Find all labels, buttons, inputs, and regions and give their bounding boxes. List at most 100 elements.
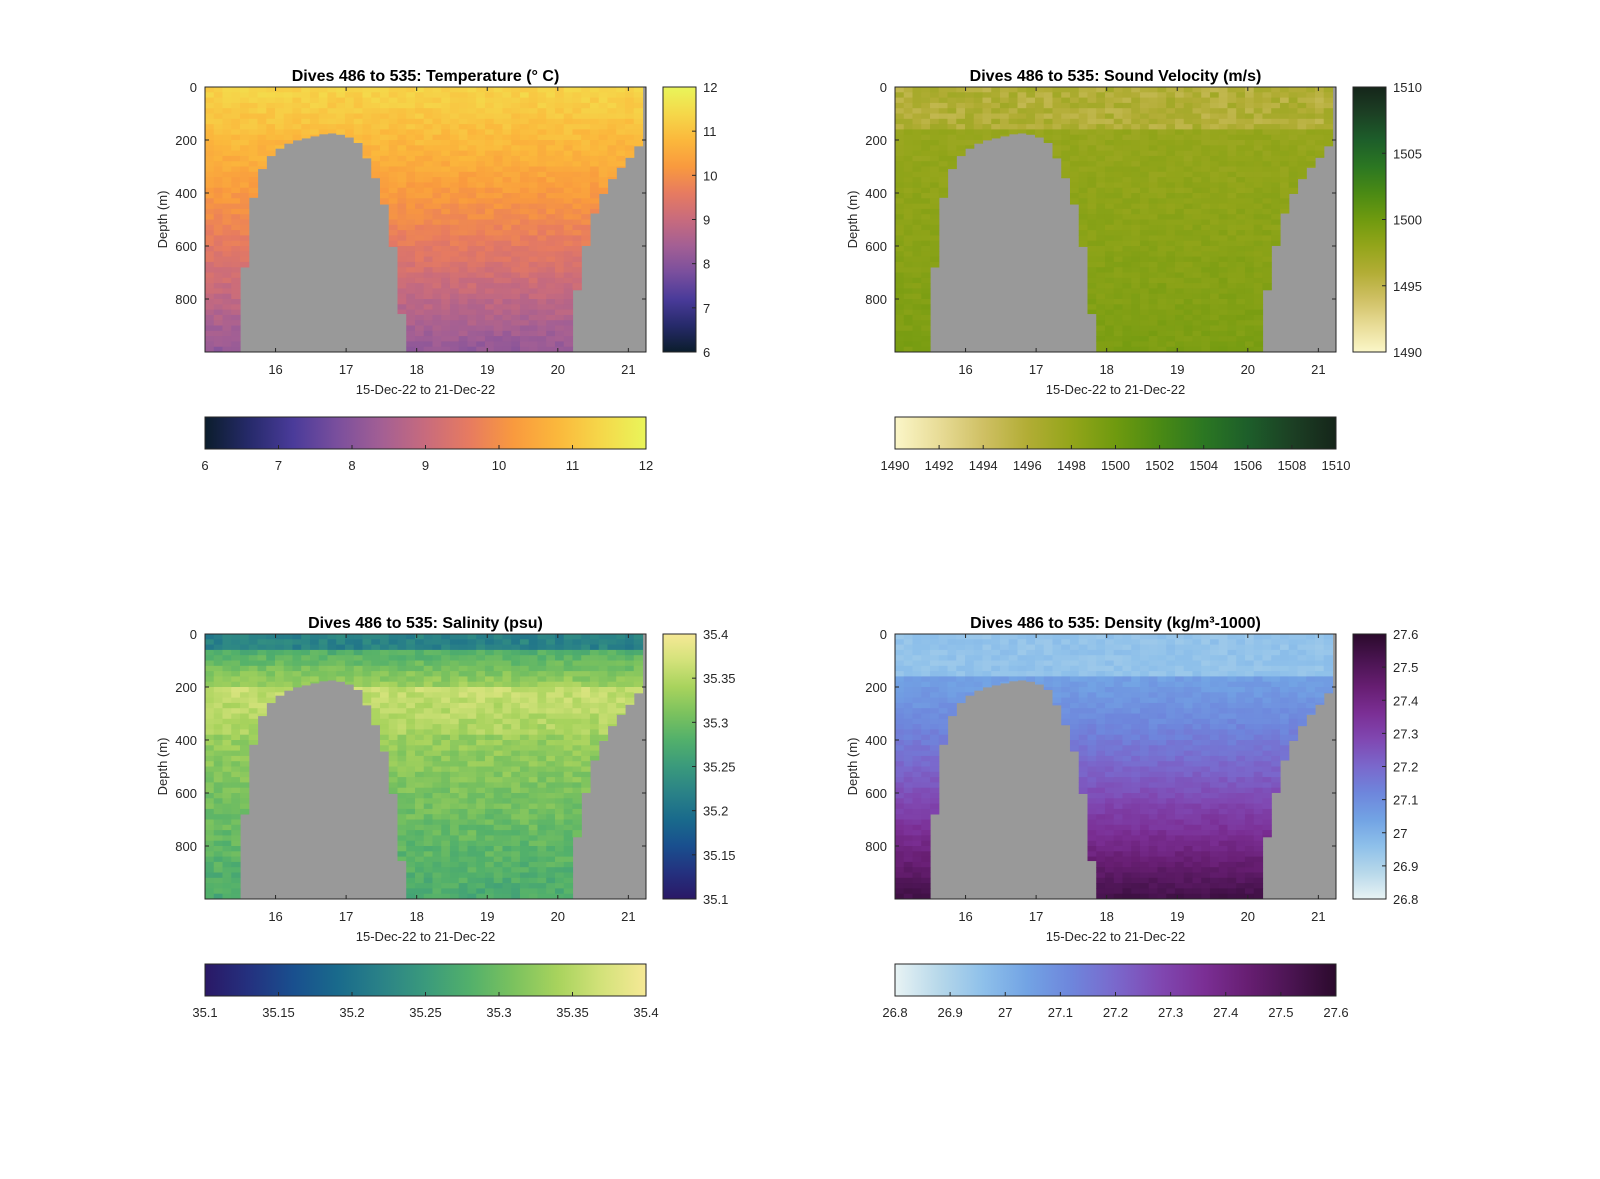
heatmap-cell <box>581 708 591 714</box>
heatmap-cell <box>633 145 644 147</box>
heatmap-cell <box>248 118 259 125</box>
heatmap-cell <box>458 824 469 831</box>
heatmap-cell <box>414 708 425 714</box>
heatmap-cell <box>467 755 477 762</box>
heatmap-cell <box>1227 214 1237 220</box>
heatmap-cell <box>598 639 609 645</box>
heatmap-cell <box>493 883 504 889</box>
heatmap-cell <box>1131 134 1141 141</box>
heatmap-cell <box>554 750 565 757</box>
heatmap-cell <box>912 267 922 273</box>
heatmap-cell <box>1096 224 1106 231</box>
heatmap-cell <box>1122 219 1132 226</box>
heatmap-cell <box>1078 182 1089 189</box>
heatmap-cell <box>1236 320 1246 326</box>
heatmap-cell <box>563 888 574 895</box>
heatmap-cell <box>476 867 486 873</box>
heatmap-cell <box>371 660 381 667</box>
heatmap-cell <box>449 872 460 879</box>
heatmap-cell <box>1043 113 1054 120</box>
heatmap-cell <box>563 246 574 252</box>
heatmap-cell <box>458 219 469 226</box>
heatmap-cell <box>1218 336 1229 342</box>
heatmap-cell <box>1201 314 1211 321</box>
heatmap-cell <box>484 687 495 693</box>
heatmap-cell <box>991 92 1001 98</box>
heatmap-cell <box>449 782 460 789</box>
heatmap-cell <box>406 161 416 167</box>
heatmap-cell <box>537 734 547 741</box>
heatmap-cell <box>1008 129 1019 135</box>
heatmap-cell <box>1218 219 1229 226</box>
heatmap-cell <box>563 814 574 820</box>
heatmap-cell <box>222 761 232 767</box>
heatmap-cell <box>397 718 407 725</box>
heatmap-cell <box>205 92 215 98</box>
heatmap-cell <box>493 320 504 326</box>
heatmap-cell <box>231 676 241 683</box>
heatmap-cell <box>327 655 337 661</box>
heatmap-cell <box>493 888 504 895</box>
heatmap-cell <box>511 251 521 257</box>
heatmap-cell <box>248 639 259 645</box>
heatmap-cell <box>563 867 574 873</box>
heatmap-cell <box>519 687 530 693</box>
heatmap-cell <box>371 713 381 720</box>
heatmap-cell <box>912 124 922 130</box>
heatmap-cell <box>1236 336 1246 342</box>
heatmap-cell <box>1139 92 1150 98</box>
heatmap-cell <box>1148 336 1159 342</box>
heatmap-cell <box>502 230 512 236</box>
heatmap-cell <box>484 877 495 884</box>
heatmap-cell <box>563 734 574 741</box>
heatmap-cell <box>546 766 556 773</box>
heatmap-cell <box>1148 251 1159 257</box>
heatmap-cell <box>912 314 922 321</box>
heatmap-cell <box>205 840 215 847</box>
heatmap-cell <box>458 745 469 751</box>
heatmap-cell <box>371 177 381 179</box>
heatmap-cell <box>388 644 399 651</box>
heatmap-cell <box>1148 219 1159 226</box>
heatmap-cell <box>1139 346 1150 353</box>
heatmap-cell <box>1183 256 1194 263</box>
heatmap-cell <box>441 336 451 342</box>
heatmap-cell <box>493 267 504 273</box>
heatmap-cell <box>476 346 486 353</box>
heatmap-cell <box>476 134 486 141</box>
heatmap-cell <box>213 272 224 279</box>
heatmap-cell <box>537 208 547 215</box>
heatmap-cell <box>476 87 486 93</box>
heatmap-cell <box>467 235 477 242</box>
heatmap-cell <box>1166 193 1176 199</box>
heatmap-cell <box>222 256 232 263</box>
heatmap-cell <box>213 824 224 831</box>
heatmap-cell <box>1262 166 1272 173</box>
heatmap-cell <box>493 177 504 183</box>
heatmap-cell <box>572 240 582 247</box>
heatmap-cell <box>1113 224 1124 231</box>
heatmap-cell <box>546 235 556 242</box>
heatmap-cell <box>546 824 556 831</box>
heatmap-cell <box>502 824 512 831</box>
heatmap-cell <box>511 867 521 873</box>
heatmap-cell <box>414 214 425 220</box>
heatmap-cell <box>1122 129 1132 136</box>
heatmap-cell <box>956 124 966 130</box>
heatmap-cell <box>1253 283 1264 289</box>
heatmap-cell <box>406 830 416 836</box>
heatmap-cell <box>423 92 434 98</box>
heatmap-cell <box>441 856 451 863</box>
heatmap-cell <box>589 140 600 146</box>
heatmap-cell <box>1157 330 1167 337</box>
heatmap-cell <box>388 235 399 242</box>
colorbar-horizontal <box>894 416 1337 450</box>
heatmap-cell <box>1078 198 1089 204</box>
heatmap-cell <box>423 336 434 342</box>
heatmap-cell <box>1201 346 1211 353</box>
heatmap-cell <box>309 644 320 651</box>
heatmap-cell <box>1297 145 1307 151</box>
heatmap-cell <box>528 299 539 305</box>
heatmap-cell <box>441 198 451 204</box>
heatmap-cell <box>528 793 539 799</box>
